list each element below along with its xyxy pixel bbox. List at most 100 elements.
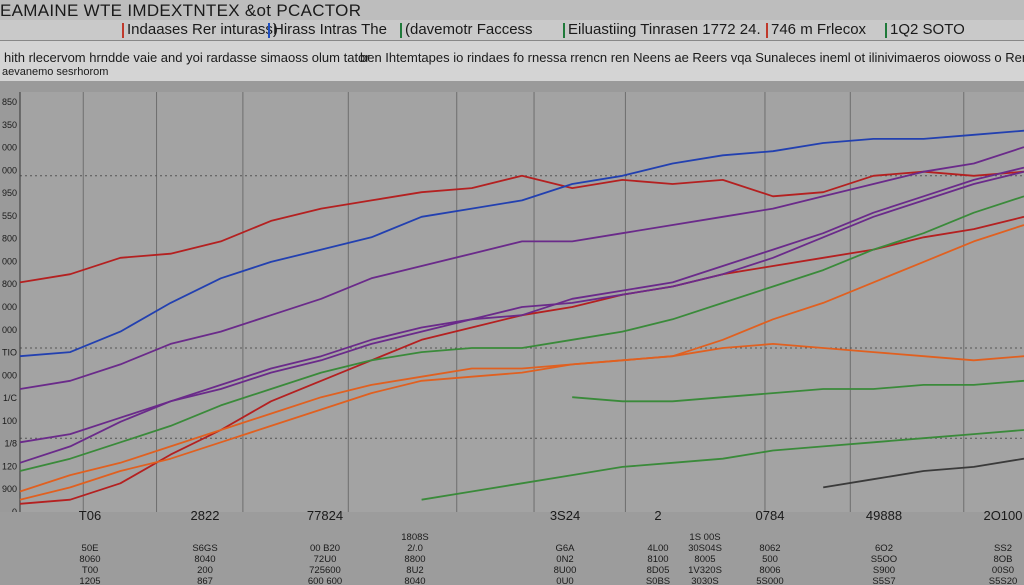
plot-area <box>20 92 1024 512</box>
legend-swatch <box>885 22 887 38</box>
x-tick-label: 2822 <box>191 508 220 523</box>
x-sub-label: 50E <box>82 543 99 554</box>
x-sub-label: 4L00 <box>647 543 668 554</box>
x-sub-label: 6O2 <box>875 543 893 554</box>
legend-label: 746 m Frlecox <box>771 21 867 38</box>
legend-swatch <box>268 22 270 38</box>
x-sub-label: T00 <box>82 565 98 576</box>
x-sub-label: 8U00 <box>554 565 577 576</box>
legend-item: Hirass Intras The <box>268 21 387 38</box>
x-sub-label: 600 600 <box>308 576 342 585</box>
y-tick-label: 550 <box>2 211 17 221</box>
x-sub-label: S5S20 <box>989 576 1018 585</box>
series-line <box>823 457 1024 489</box>
y-tick-label: 1/8 <box>4 439 17 449</box>
y-tick-label: 800 <box>2 234 17 244</box>
x-sub-label: 8005 <box>694 554 715 565</box>
x-sub-label: 5S000 <box>756 576 783 585</box>
y-tick-label: 000 <box>2 325 17 335</box>
y-tick-label: 000 <box>2 256 17 266</box>
x-tick-label: 77824 <box>307 508 343 523</box>
legend-label: Eiluastiing Tinrasen 1772 24. <box>568 21 761 38</box>
legend: Indaases Rer inturass) Hirass Intras The (… <box>0 20 1024 40</box>
x-sub-label: S900 <box>873 565 895 576</box>
series-line <box>19 170 1024 284</box>
x-sub-label: 30S04S <box>688 543 722 554</box>
legend-label: Hirass Intras The <box>273 21 387 38</box>
legend-label: Indaases Rer inturass) <box>127 21 278 38</box>
title-bar: EAMAINE WTE IMDEXTNTEX &ot PCACTOR <box>0 0 1024 20</box>
legend-item: Eiluastiing Tinrasen 1772 24. <box>563 21 761 38</box>
x-sub-label: 8062 <box>759 543 780 554</box>
legend-item: (davemotr Faccess <box>400 21 533 38</box>
x-sub-label: 72U0 <box>314 554 337 565</box>
y-tick-label: 950 <box>2 188 17 198</box>
series-line <box>421 429 1024 501</box>
legend-swatch <box>400 22 402 38</box>
x-sub-label: 0U0 <box>556 576 573 585</box>
x-sub-label: 8040 <box>404 576 425 585</box>
y-tick-label: 000 <box>2 165 17 175</box>
y-tick-label: TIO <box>2 348 17 358</box>
y-tick-label: 900 <box>2 484 17 494</box>
x-sub-label: 8100 <box>647 554 668 565</box>
x-label-area <box>0 512 1024 585</box>
line-chart: 850 350 000 000 950 550 800 000 800 000 000 TIO 000 1… <box>0 92 1024 585</box>
x-sub-label: 1S 00S <box>689 532 720 543</box>
x-tick-label: 2 <box>654 508 661 523</box>
series-line <box>19 343 1024 501</box>
x-sub-label: 200 <box>197 565 213 576</box>
legend-swatch <box>766 22 768 38</box>
x-sub-label: 1205 <box>79 576 100 585</box>
legend-item: Indaases Rer inturass) <box>122 21 278 38</box>
y-tick-label: 800 <box>2 279 17 289</box>
x-sub-label: S6GS <box>192 543 217 554</box>
series-line <box>19 224 1024 493</box>
x-sub-label: G6A <box>555 543 575 554</box>
x-sub-label: 8OB <box>993 554 1012 565</box>
x-tick-label: 49888 <box>866 508 902 523</box>
y-tick-label: 000 <box>2 370 17 380</box>
x-sub-label: 8060 <box>79 554 100 565</box>
x-tick-label: 2O100 <box>983 508 1022 523</box>
x-sub-label: 725600 <box>309 565 341 576</box>
series-line <box>19 170 1024 444</box>
x-sub-label: 00S0 <box>992 565 1014 576</box>
subtitle-line-1a: hith rlecervom hrndde vaie and yoi rarda… <box>4 50 370 65</box>
series-line <box>572 379 1024 403</box>
y-tick-label: 000 <box>2 143 17 153</box>
x-sub-label: 2/.0 <box>407 543 423 554</box>
x-sub-label: 0N2 <box>556 554 573 565</box>
x-sub-label: 8800 <box>404 554 425 565</box>
series-line <box>19 129 1024 358</box>
x-sub-label: S0BS <box>646 576 670 585</box>
x-tick-label: T06 <box>79 508 101 523</box>
y-tick-label: 100 <box>2 416 17 426</box>
x-sub-label: 1V320S <box>688 565 722 576</box>
subtitle-band: hith rlecervom hrndde vaie and yoi rarda… <box>0 40 1024 81</box>
series-line <box>19 146 1024 390</box>
y-tick-label: 120 <box>2 461 17 471</box>
x-sub-label: 8006 <box>759 565 780 576</box>
y-tick-label: 000 <box>2 302 17 312</box>
x-sub-label: 1808S <box>401 532 428 543</box>
legend-swatch <box>563 22 565 38</box>
y-tick-label: 350 <box>2 120 17 130</box>
y-tick-label: 850 <box>2 97 17 107</box>
y-tick-label: 1/C <box>3 393 18 403</box>
x-tick-label: 3S24 <box>550 508 580 523</box>
x-sub-label: 867 <box>197 576 213 585</box>
subtitle-line-1b: ben Ihtemtapes io rindaes fo rnessa rren… <box>360 50 1024 65</box>
x-sub-label: SS2 <box>994 543 1012 554</box>
x-sub-label: 8040 <box>194 554 215 565</box>
legend-label: (davemotr Faccess <box>405 21 533 38</box>
legend-label: 1Q2 SOTO <box>890 21 965 38</box>
x-sub-label: 500 <box>762 554 778 565</box>
x-sub-label: 00 B20 <box>310 543 340 554</box>
x-tick-label: 0784 <box>756 508 785 523</box>
x-sub-label: S5OO <box>871 554 897 565</box>
x-sub-label: 8U2 <box>406 565 423 576</box>
series-line <box>19 166 1024 464</box>
x-sub-label: 3030S <box>691 576 718 585</box>
legend-item: 746 m Frlecox <box>766 21 866 38</box>
